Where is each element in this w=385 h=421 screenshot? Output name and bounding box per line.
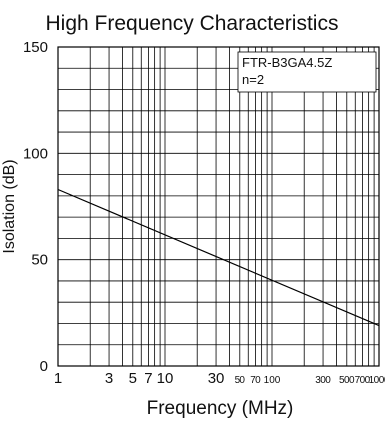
- x-tick-label: 5: [129, 370, 137, 387]
- x-tick-label: 30: [208, 370, 225, 387]
- x-tick-label: 50: [235, 375, 246, 386]
- legend: FTR-B3GA4.5Z n=2: [237, 51, 377, 93]
- x-tick-label: 1: [54, 370, 62, 387]
- x-tick-label: 1000: [369, 375, 385, 386]
- legend-box: [237, 51, 377, 93]
- x-tick-label: 700: [355, 375, 371, 386]
- legend-text: FTR-B3GA4.5Z: [242, 55, 332, 70]
- x-tick-label: 500: [339, 375, 355, 386]
- legend-text: n=2: [242, 72, 264, 87]
- chart-title: High Frequency Characteristics: [46, 12, 339, 35]
- y-tick-label: 0: [40, 358, 48, 375]
- x-axis-label: Frequency (MHz): [147, 398, 294, 419]
- x-tick-label: 300: [315, 375, 331, 386]
- y-tick-label: 50: [31, 252, 48, 269]
- grid-lines: [58, 47, 379, 366]
- x-tick-label: 7: [144, 370, 152, 387]
- y-tick-label: 100: [23, 145, 48, 162]
- x-tick-label: 3: [105, 370, 113, 387]
- series-line: [57, 188, 380, 327]
- x-tick-label: 70: [250, 375, 261, 386]
- y-axis-label: Isolation (dB): [1, 159, 18, 253]
- series-lines: [57, 188, 380, 327]
- y-tick-label: 150: [23, 39, 48, 56]
- plot-frame: [57, 46, 380, 367]
- x-tick-label: 100: [264, 375, 281, 386]
- x-tick-label: 10: [157, 370, 174, 387]
- y-tick-labels: 0 50 100 150: [23, 39, 48, 375]
